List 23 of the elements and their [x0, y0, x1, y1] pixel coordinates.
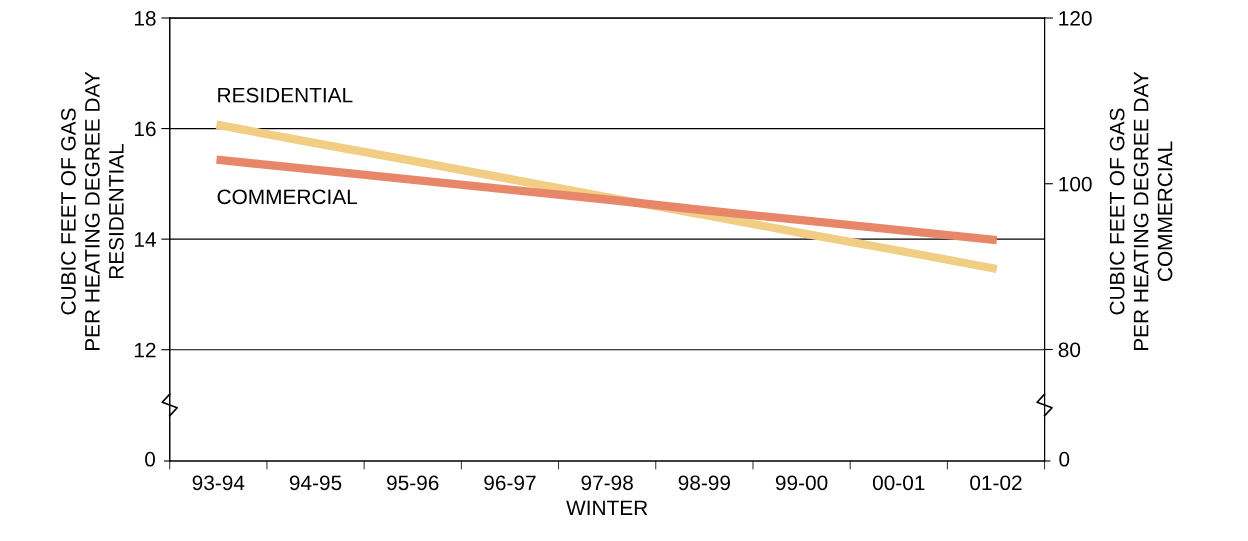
y2-axis-title: CUBIC FEET OF GAS PER HEATING DEGREE DAY COMMERCIAL	[1109, 71, 1173, 351]
y2-tick-label: 100	[1059, 176, 1092, 192]
category-label: 93-94	[192, 475, 245, 491]
series-label: COMMERCIAL	[217, 189, 358, 205]
category-label: 98-99	[678, 475, 731, 491]
y-tick-label: 16	[134, 121, 156, 137]
y-tick-label: 12	[134, 342, 156, 358]
y-axis-title: CUBIC FEET OF GAS PER HEATING DEGREE DAY RESIDENTIAL	[61, 71, 124, 351]
y-tick-label: 18	[134, 11, 156, 26]
category-label: 99-00	[775, 475, 828, 491]
category-label: 95-96	[387, 475, 439, 491]
y2-tick-label: 120	[1059, 11, 1092, 26]
category-label: 01-02	[970, 475, 1022, 491]
series-label: RESIDENTIAL	[218, 87, 353, 103]
category-label: 94-95	[289, 475, 342, 491]
y2-tick-label: 80	[1058, 342, 1081, 358]
category-label: 00-01	[872, 475, 925, 491]
y-tick-label: 14	[134, 232, 156, 247]
text: WINTER	[566, 500, 648, 515]
category-label: 96-97	[484, 475, 536, 491]
text: 0	[1059, 451, 1070, 467]
text: 0	[145, 451, 156, 467]
category-label: 97-98	[581, 475, 633, 491]
